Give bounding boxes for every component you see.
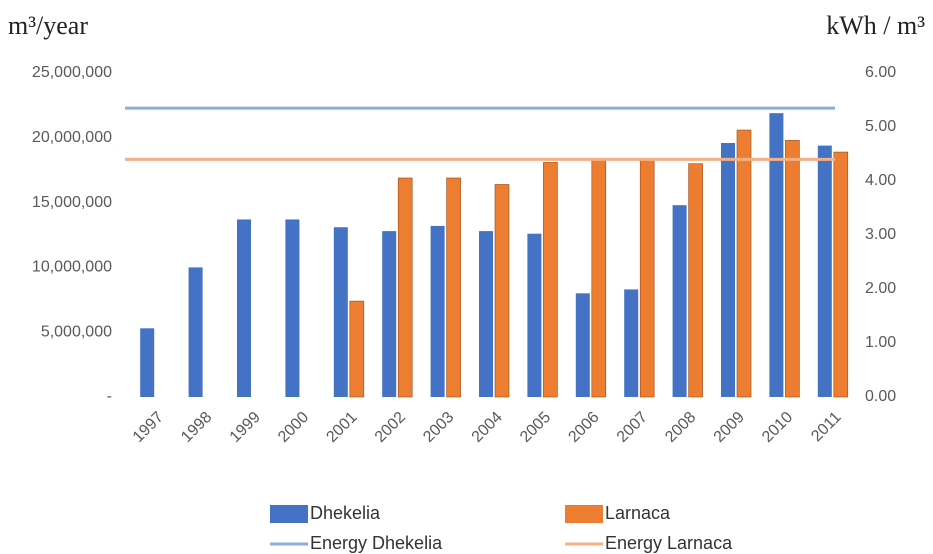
y2-tick-label: 0.00: [865, 388, 896, 405]
bar: [333, 227, 348, 397]
x-tick-label: 2006: [565, 409, 602, 446]
bar: [639, 159, 655, 398]
bar: [430, 225, 445, 397]
y-tick-label: 10,000,000: [32, 259, 112, 276]
bar: [237, 219, 251, 397]
y2-tick-label: 3.00: [865, 226, 896, 243]
legend-label: Dhekelia: [310, 503, 381, 523]
x-tick-label: 2001: [323, 409, 360, 446]
bar: [833, 151, 849, 398]
y-tick-label: 15,000,000: [32, 194, 112, 211]
bar: [382, 231, 397, 397]
y-axis-title: m³/year: [8, 11, 88, 40]
bar: [672, 205, 687, 397]
x-tick-label: 2003: [420, 409, 457, 446]
bar: [527, 233, 542, 397]
bar: [575, 293, 590, 397]
legend-label: Energy Dhekelia: [310, 533, 443, 553]
bar: [543, 162, 558, 398]
bar: [479, 231, 493, 397]
bar: [349, 300, 365, 398]
y2-tick-label: 2.00: [865, 280, 896, 297]
x-tick-label: 2009: [711, 409, 748, 446]
x-tick-label: 2005: [517, 409, 554, 446]
x-tick-label: 1997: [130, 409, 167, 446]
y2-tick-label: 5.00: [865, 118, 896, 135]
bar: [736, 129, 752, 398]
x-tick-label: 1998: [178, 409, 215, 446]
bar: [624, 289, 639, 397]
x-tick-label: 2004: [469, 409, 506, 446]
legend-label: Energy Larnaca: [605, 533, 733, 553]
bar: [188, 267, 203, 397]
bar: [494, 184, 510, 398]
y2-axis-title: kWh / m³: [826, 11, 925, 40]
y2-tick-label: 1.00: [865, 334, 896, 351]
bar: [446, 177, 461, 398]
x-tick-label: 2011: [808, 409, 844, 445]
x-tick-label: 2000: [275, 409, 312, 446]
bar: [591, 158, 607, 398]
y2-tick-label: 4.00: [865, 172, 896, 189]
x-tick-label: 2008: [662, 409, 699, 446]
bar: [817, 145, 832, 397]
bar: [721, 142, 735, 397]
legend-swatch: [270, 505, 308, 523]
y2-tick-label: 6.00: [865, 64, 896, 81]
y-tick-label: -: [107, 388, 112, 405]
x-tick-label: 2002: [372, 409, 409, 446]
legend-label: Larnaca: [605, 503, 671, 523]
y-tick-label: 25,000,000: [32, 64, 112, 81]
bar: [397, 177, 413, 398]
y-tick-label: 20,000,000: [32, 129, 112, 146]
bar: [688, 163, 703, 398]
x-tick-label: 2007: [614, 409, 651, 446]
bar: [140, 328, 155, 397]
x-tick-label: 1999: [227, 409, 264, 446]
bar: [285, 219, 300, 397]
bar: [785, 140, 800, 398]
bar: [769, 113, 784, 398]
x-tick-label: 2010: [759, 409, 796, 446]
y-tick-label: 5,000,000: [41, 323, 112, 340]
legend-swatch: [565, 505, 603, 523]
